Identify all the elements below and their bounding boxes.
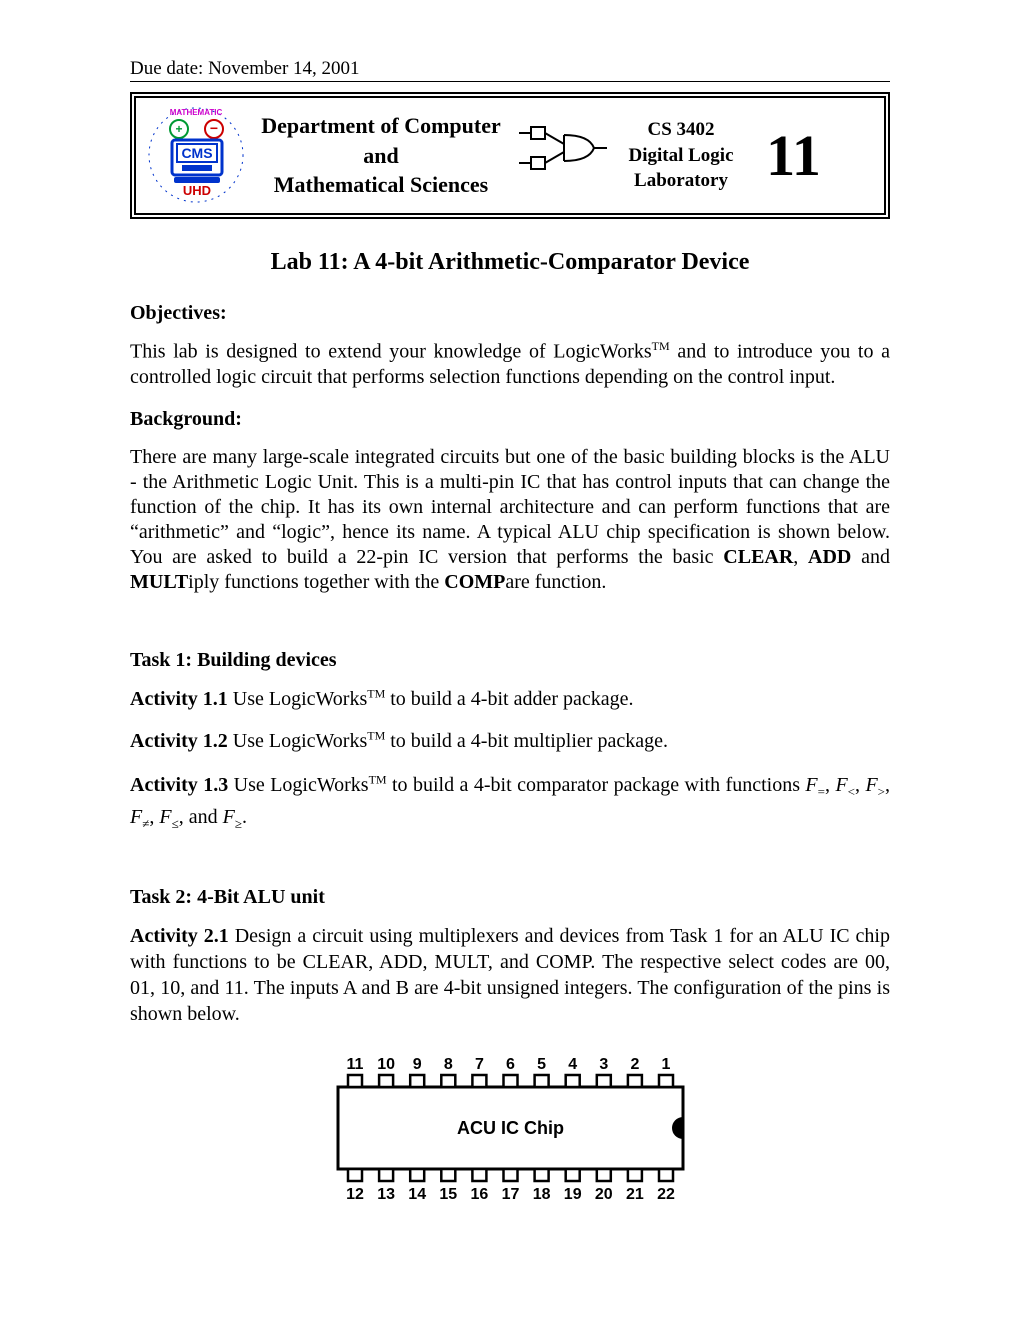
svg-text:6: 6 [506,1056,515,1073]
svg-text:10: 10 [377,1056,395,1073]
svg-text:15: 15 [439,1186,457,1203]
svg-text:CMS: CMS [181,145,212,161]
svg-text:14: 14 [408,1186,426,1203]
lab-title: Lab 11: A 4-bit Arithmetic-Comparator De… [130,249,890,276]
header-banner: MATHEMATIC + − CMS UHD Departmen [130,92,890,219]
gate-icon [506,121,611,191]
objectives-text: This lab is designed to extend your know… [130,339,890,390]
due-date: Due date: November 14, 2001 [130,58,890,82]
svg-text:17: 17 [502,1186,520,1203]
svg-text:MATHEMATIC: MATHEMATIC [169,108,222,117]
svg-text:13: 13 [377,1186,395,1203]
svg-text:+: + [175,122,182,136]
svg-text:22: 22 [657,1186,675,1203]
background-heading: Background: [130,408,890,431]
svg-text:−: − [209,120,217,136]
svg-text:7: 7 [475,1056,484,1073]
activity-1-2: Activity 1.2 Use LogicWorksTM to build a… [130,728,890,754]
svg-text:21: 21 [626,1186,644,1203]
svg-text:2: 2 [630,1056,639,1073]
objectives-heading: Objectives: [130,302,890,325]
svg-text:5: 5 [537,1056,546,1073]
background-text: There are many large-scale integrated ci… [130,445,890,595]
task2-heading: Task 2: 4-Bit ALU unit [130,886,890,909]
department-name: Department of Computer and Mathematical … [256,111,506,200]
activity-1-3: Activity 1.3 Use LogicWorksTM to build a… [130,770,890,834]
svg-text:19: 19 [564,1186,582,1203]
svg-text:4: 4 [568,1056,577,1073]
activity-2-1: Activity 2.1 Design a circuit using mult… [130,923,890,1027]
svg-text:3: 3 [599,1056,608,1073]
lab-number: 11 [751,122,836,189]
svg-text:UHD: UHD [182,183,210,198]
svg-text:12: 12 [346,1186,364,1203]
svg-text:20: 20 [595,1186,613,1203]
svg-text:ACU IC Chip: ACU IC Chip [457,1118,564,1138]
course-info: CS 3402 Digital Logic Laboratory [611,117,751,194]
svg-text:18: 18 [533,1186,551,1203]
svg-text:11: 11 [347,1056,364,1073]
svg-text:1: 1 [662,1056,671,1073]
svg-text:8: 8 [444,1056,453,1073]
cms-logo: MATHEMATIC + − CMS UHD [136,98,256,213]
activity-1-1: Activity 1.1 Use LogicWorksTM to build a… [130,686,890,712]
chip-diagram: ACU IC Chip11121013914815716617518419320… [130,1043,890,1218]
svg-text:9: 9 [413,1056,422,1073]
task1-heading: Task 1: Building devices [130,649,890,672]
svg-text:16: 16 [471,1186,489,1203]
